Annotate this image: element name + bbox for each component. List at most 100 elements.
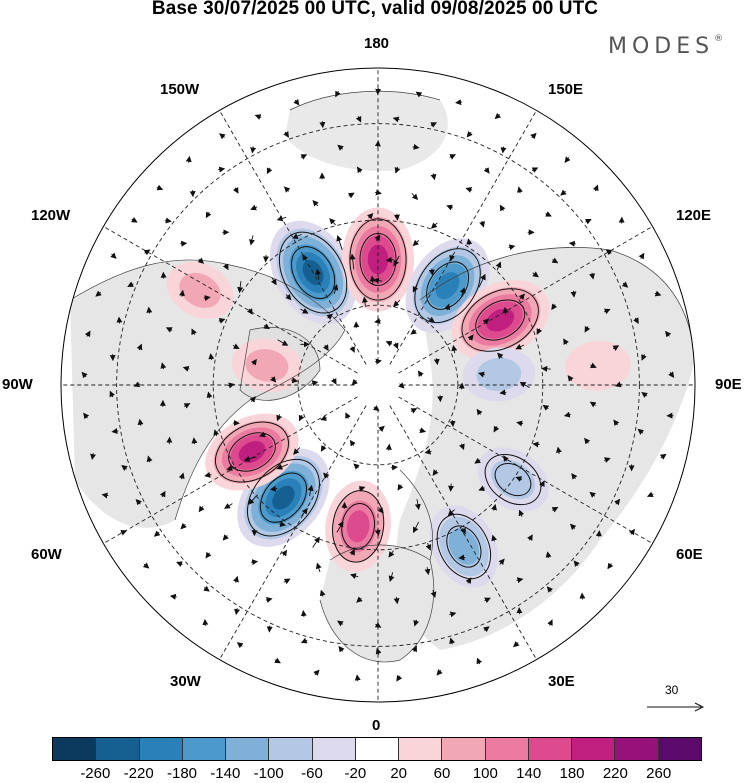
anomaly-level [486,308,515,332]
contour-line [215,421,289,483]
wind-arrow [394,166,401,174]
wind-arrow [302,254,309,261]
wind-arrow [198,505,205,513]
contour-line [446,525,482,568]
wind-arrow [433,358,440,366]
wind-arrow [646,491,654,498]
wind-arrow [142,562,150,569]
wind-arrow [315,268,322,280]
wind-arrow [206,391,213,399]
wind-arrow [374,234,381,242]
wind-arrow [313,669,320,677]
wind-arrow [110,252,117,259]
lon-label-60e: 60E [676,546,703,563]
wind-arrow [232,187,239,194]
lon-label-30w: 30W [170,673,201,690]
wind-arrow [633,317,639,324]
wind-arrow [447,509,455,516]
wind-arrow [590,362,597,369]
wind-arrow [430,222,438,229]
wind-arrow [222,534,229,541]
wind-arrow [336,620,344,627]
wind-arrow [436,669,443,676]
wind-arrow [81,371,88,379]
wind-arrow [659,453,667,460]
wind-arrow [182,365,190,372]
colorbar-segment [138,738,182,760]
wind-arrow [413,521,420,534]
anomaly-level [272,485,295,510]
contour-line [228,432,276,472]
wind-arrow [84,330,91,338]
wind-arrow [269,485,278,492]
colorbar-tick-label: -220 [123,765,154,782]
wind-arrow [330,378,337,385]
meridian-line [92,396,358,550]
wind-arrow [336,520,344,533]
wind-arrow [532,441,540,448]
wind-arrow [338,645,345,653]
wind-arrow [449,254,455,262]
wind-arrow [301,508,308,517]
wind-arrow [479,220,486,228]
wind-arrow [300,308,309,314]
wind-arrow [424,567,431,576]
wind-arrow [169,593,177,600]
wind-arrow [474,457,481,464]
wind-arrow [276,414,283,422]
wind-arrow [612,345,620,351]
lon-label-150w: 150W [160,81,200,98]
wind-arrow [250,146,257,154]
wind-arrow [332,284,339,295]
wind-arrow [237,281,244,294]
contour-line [484,453,542,506]
wind-arrow [476,657,483,665]
wind-arrow [546,586,554,593]
wind-arrow [638,252,645,260]
wind-arrow [551,303,558,311]
wind-arrow [270,376,277,383]
wind-arrow [337,144,344,151]
wind-arrow [584,325,591,333]
wind-arrow [336,235,343,250]
wind-arrow [146,306,153,314]
wind-arrow [183,403,191,409]
anomaly-level [245,349,289,382]
lon-label-180: 180 [364,35,390,52]
colorbar-segment [95,738,139,760]
colorbar-segment [441,738,485,760]
wind-arrow [232,343,240,349]
wind-arrow [116,316,123,324]
wind-arrow [542,404,550,411]
wind-arrow [458,554,466,561]
wind-arrow [449,611,457,618]
wind-arrow [349,346,355,353]
wind-arrow [205,211,212,219]
wind-arrow [213,429,220,437]
wind-arrow [494,112,502,120]
wind-arrow [560,189,567,196]
wind-arrow [101,492,109,499]
colorbar-segment [311,738,355,760]
wind-arrow [159,490,166,498]
wind-arrow [259,431,266,438]
colorbar-tick-label: 220 [602,765,628,782]
wind-arrow [568,240,576,247]
anomaly-level [435,272,460,300]
wind-arrow [424,448,432,455]
meridian-line [389,99,543,365]
chart-title: Base 30/07/2025 00 UTC, valid 09/08/2025… [151,0,599,19]
wind-arrow [250,358,257,366]
colorbar-segment [571,738,615,760]
wind-arrow [178,289,185,297]
wind-arrow [227,382,235,389]
colorbar-segment [614,738,658,760]
wind-arrow [205,551,212,559]
wind-arrow [203,585,210,592]
meridian-line [213,405,367,671]
wind-arrow [349,439,356,447]
wind-arrow [120,529,128,536]
wind-arrow [374,189,382,196]
wind-arrow [254,114,262,120]
wind-arrow [397,483,404,491]
